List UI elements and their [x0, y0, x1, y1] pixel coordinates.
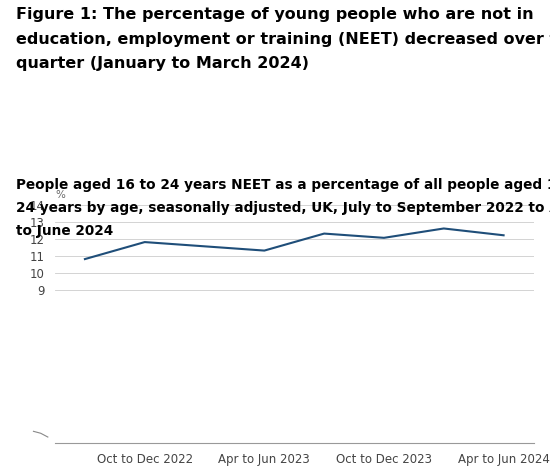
Text: %: % [55, 190, 65, 200]
Text: Figure 1: The percentage of young people who are not in
education, employment or: Figure 1: The percentage of young people… [16, 7, 550, 71]
Text: People aged 16 to 24 years NEET as a percentage of all people aged 16 to
24 year: People aged 16 to 24 years NEET as a per… [16, 178, 550, 238]
